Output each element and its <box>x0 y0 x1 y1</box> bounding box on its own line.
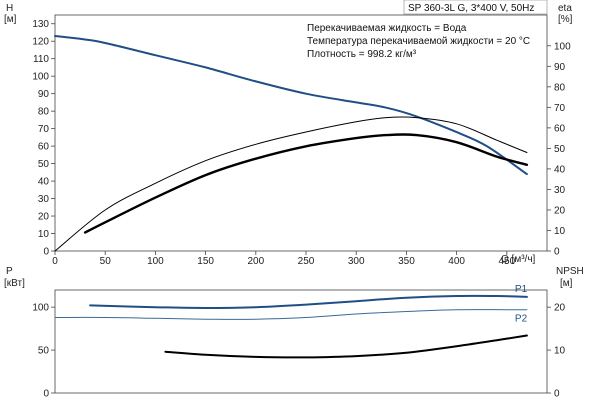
top-x-tick-label: 100 <box>147 256 164 267</box>
header-model: SP 360-3L G, 3*400 V, 50Hz <box>408 3 534 14</box>
top-left-tick-label: 80 <box>38 107 50 118</box>
top-ylabel-left-1: H <box>6 3 13 14</box>
top-right-tick-label: 80 <box>554 82 566 93</box>
top-series-2-line <box>83 133 529 234</box>
bottom-ylabel-left-1: P <box>6 266 13 277</box>
series-label-p1: P1 <box>515 284 528 295</box>
bottom-plot-frame <box>54 289 548 394</box>
top-right-tick-label: 50 <box>554 144 566 155</box>
top-right-tick-label: 100 <box>554 41 571 52</box>
bottom-right-tick-label: 0 <box>554 389 560 400</box>
note-temperature: Температура перекачиваемой жидкости = 20… <box>307 36 530 47</box>
top-x-tick-label: 250 <box>298 256 315 267</box>
top-x-tick-label: 350 <box>398 256 415 267</box>
top-x-tick-label: 450 <box>498 256 515 267</box>
note-liquid: Перекачиваемая жидкость = Вода <box>307 23 467 34</box>
bottom-left-tick-label: 50 <box>38 346 50 357</box>
top-left-tick-label: 130 <box>32 19 49 30</box>
top-series-0-line <box>54 35 528 176</box>
top-left-tick-label: 50 <box>38 159 50 170</box>
top-left-tick-label: 70 <box>38 124 50 135</box>
bottom-ylabel-left-2: [кВт] <box>4 278 25 289</box>
top-right-tick-label: 10 <box>554 226 566 237</box>
bottom-left-tick-label: 100 <box>32 303 49 314</box>
top-left-tick-label: 10 <box>38 229 50 240</box>
bottom-series-0-line <box>89 294 528 309</box>
top-xlabel: Q [м³/ч] <box>501 254 536 265</box>
top-x-tick-label: 400 <box>448 256 465 267</box>
bottom-ylabel-right-2: [м] <box>560 278 573 289</box>
bottom-ylabel-right-1: NPSH <box>556 266 584 277</box>
top-left-tick-label: 20 <box>38 212 50 223</box>
top-right-tick-label: 40 <box>554 164 566 175</box>
top-plot-frame <box>54 14 548 252</box>
top-ylabel-left-2: [м] <box>4 14 17 25</box>
note-density: Плотность = 998.2 кг/м³ <box>307 49 417 60</box>
top-right-tick-label: 0 <box>554 247 560 258</box>
bottom-right-tick-label: 20 <box>554 303 566 314</box>
series-label-p2: P2 <box>515 314 528 325</box>
bottom-left-tick-label: 0 <box>43 389 49 400</box>
series-layer <box>54 35 529 359</box>
top-series-1-line <box>54 116 528 252</box>
bottom-series-1-line <box>54 309 528 320</box>
top-left-tick-label: 120 <box>32 37 49 48</box>
top-x-tick-label: 0 <box>52 256 58 267</box>
top-x-tick-label: 200 <box>247 256 264 267</box>
header-box <box>403 0 548 15</box>
top-right-tick-label: 70 <box>554 103 566 114</box>
top-left-tick-label: 0 <box>43 247 49 258</box>
top-ylabel-right-2: [%] <box>558 14 573 25</box>
top-left-tick-label: 90 <box>38 89 50 100</box>
top-x-tick-label: 300 <box>348 256 365 267</box>
top-left-tick-label: 100 <box>32 72 49 83</box>
top-right-tick-label: 30 <box>554 185 566 196</box>
bottom-series-2-line <box>164 334 528 359</box>
top-right-tick-label: 90 <box>554 62 566 73</box>
top-right-tick-label: 60 <box>554 123 566 134</box>
top-right-tick-label: 20 <box>554 205 566 216</box>
ticks-layer: 0102030405060708090100110120130010203040… <box>32 19 571 399</box>
top-x-tick-label: 150 <box>197 256 214 267</box>
top-left-tick-label: 40 <box>38 177 50 188</box>
top-left-tick-label: 30 <box>38 194 50 205</box>
bottom-right-tick-label: 10 <box>554 346 566 357</box>
top-x-tick-label: 50 <box>100 256 112 267</box>
labels-layer: P1 P2 <box>515 284 528 325</box>
top-left-tick-label: 60 <box>38 142 50 153</box>
top-ylabel-right-1: eta <box>558 3 572 14</box>
top-left-tick-label: 110 <box>33 54 49 65</box>
